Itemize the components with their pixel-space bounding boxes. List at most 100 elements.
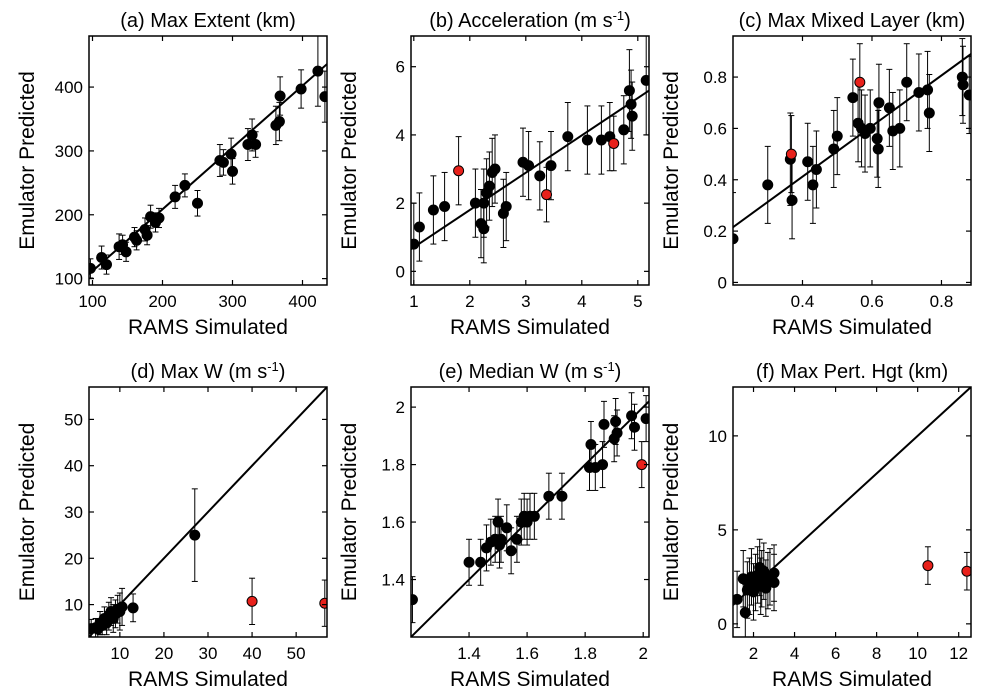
plot-area — [732, 387, 972, 641]
data-point — [490, 164, 500, 174]
data-point — [769, 577, 779, 587]
plot-area — [86, 387, 330, 638]
data-point — [496, 534, 506, 544]
x-tick-label: 5 — [633, 292, 642, 311]
data-point — [872, 134, 882, 144]
x-tick-label: 100 — [78, 292, 106, 311]
x-tick-label: 10 — [110, 644, 129, 663]
data-point — [228, 166, 238, 176]
y-tick-label: 0 — [718, 273, 727, 292]
data-point — [627, 411, 637, 421]
x-tick-label: 40 — [243, 644, 262, 663]
y-tick-label: 0.4 — [703, 171, 727, 190]
data-point — [428, 205, 438, 215]
data-point — [251, 140, 261, 150]
y-tick-label: 10 — [708, 427, 727, 446]
data-point — [811, 164, 821, 174]
outlier-point — [247, 596, 257, 606]
x-tick-label: 300 — [218, 292, 246, 311]
data-point — [873, 144, 883, 154]
x-tick-label: 3 — [521, 292, 530, 311]
data-point — [557, 491, 567, 501]
x-axis-label: RAMS Simulated — [128, 316, 288, 339]
y-tick-label: 400 — [55, 78, 83, 97]
outlier-point — [542, 190, 552, 200]
fit-line — [89, 387, 327, 637]
x-tick-label: 400 — [288, 292, 316, 311]
x-tick-label: 1.4 — [457, 644, 481, 663]
data-point — [102, 260, 112, 270]
data-point — [226, 149, 236, 159]
x-tick-label: 1 — [409, 292, 418, 311]
title-superscript: -1 — [603, 359, 615, 374]
data-point — [958, 80, 968, 90]
data-point — [902, 77, 912, 87]
x-tick-label: 4 — [577, 292, 586, 311]
panel-b: 1 2 3 4 5 0 2 4 6 RAMS Simulated Emulator Predicte… — [338, 8, 651, 340]
x-tick-label: 6 — [831, 644, 840, 663]
data-point — [611, 416, 621, 426]
data-point — [479, 198, 489, 208]
data-point — [121, 247, 131, 257]
data-point — [275, 91, 285, 101]
title-end: ) — [279, 361, 286, 383]
data-point — [848, 93, 858, 103]
outlier-point — [609, 138, 619, 148]
panel-d: 10 20 30 40 50 10 20 30 40 50 RAMS Simulated Emulat… — [16, 359, 330, 692]
y-axis-label: Emulator Predicted — [338, 71, 361, 250]
x-tick-label: 12 — [949, 644, 968, 663]
x-tick-label: 8 — [872, 644, 881, 663]
data-point — [440, 202, 450, 212]
data-point — [524, 161, 534, 171]
data-point — [964, 90, 974, 100]
data-point — [923, 85, 933, 95]
data-point — [154, 213, 164, 223]
y-tick-label: 0.6 — [703, 119, 727, 138]
x-tick-label: 30 — [199, 644, 218, 663]
plot-area — [407, 393, 651, 637]
y-tick-label: 300 — [55, 142, 83, 161]
data-point — [740, 608, 750, 618]
x-axis-label: RAMS Simulated — [450, 316, 610, 339]
data-point — [274, 117, 284, 127]
outlier-point — [454, 166, 464, 176]
y-tick-label: 2 — [396, 398, 405, 417]
y-axis-label: Emulator Predicted — [16, 423, 39, 602]
outlier-point — [855, 77, 865, 87]
data-point — [624, 86, 634, 96]
data-point — [190, 530, 200, 540]
x-axis-label: RAMS Simulated — [772, 316, 932, 339]
panel-title: (e) Median W (m s-1) — [439, 359, 622, 384]
y-tick-label: 10 — [64, 596, 83, 615]
y-tick-label: 0 — [396, 262, 405, 281]
y-axis-label: Emulator Predicted — [660, 423, 683, 602]
data-point — [320, 92, 330, 102]
data-point — [629, 422, 639, 432]
panel-e: 1.4 1.6 1.8 2 1.4 1.6 1.8 2 RAMS Simulated Emulat… — [338, 359, 651, 692]
title-end: ) — [624, 10, 631, 32]
data-point — [296, 84, 306, 94]
data-point — [506, 546, 516, 556]
panel-f: 2 4 6 8 10 12 0 5 10 RAMS Simulated Emulator Predi… — [660, 361, 972, 691]
x-tick-label: 2 — [638, 644, 647, 663]
x-axis-label: RAMS Simulated — [450, 668, 610, 691]
y-tick-label: 0.8 — [703, 68, 727, 87]
panel-title: (c) Max Mixed Layer (km) — [739, 10, 966, 32]
data-point — [924, 108, 934, 118]
y-tick-label: 1.6 — [381, 513, 405, 532]
data-point — [546, 161, 556, 171]
x-tick-label: 2 — [749, 644, 758, 663]
data-point — [865, 123, 875, 133]
panel-title: (d) Max W (m s-1) — [131, 359, 286, 384]
data-point — [128, 603, 138, 613]
data-point — [535, 171, 545, 181]
x-tick-label: 1.8 — [573, 644, 597, 663]
data-point — [563, 132, 573, 142]
title-main: (b) Acceleration (m s — [429, 10, 612, 32]
y-tick-label: 1.8 — [381, 456, 405, 475]
data-point — [132, 235, 142, 245]
x-tick-label: 2 — [465, 292, 474, 311]
data-point — [313, 66, 323, 76]
x-tick-label: 10 — [908, 644, 927, 663]
